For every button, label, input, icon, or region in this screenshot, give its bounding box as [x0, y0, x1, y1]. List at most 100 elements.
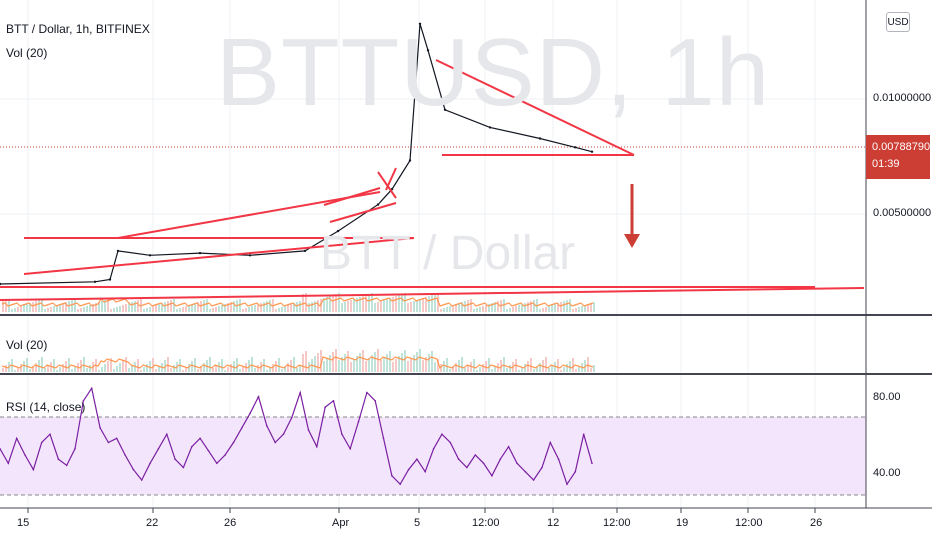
- volume-bar: [392, 297, 394, 312]
- volume-pane-legend[interactable]: Vol (20): [6, 338, 48, 352]
- volume-bar: [464, 301, 466, 312]
- volume-bar: [548, 306, 550, 312]
- volume-bar: [491, 303, 493, 312]
- volume-bar: [344, 302, 346, 312]
- volume-bar: [377, 349, 379, 372]
- volume-bar: [371, 293, 373, 312]
- volume-bar: [551, 305, 553, 312]
- volume-bar: [80, 308, 82, 312]
- volume-bar: [137, 300, 139, 312]
- volume-bar: [287, 363, 289, 372]
- rsi-point: [382, 437, 385, 440]
- volume-bar: [527, 302, 529, 312]
- volume-bar: [128, 368, 130, 372]
- volume-bar: [131, 365, 133, 372]
- rsi-point: [366, 391, 368, 394]
- volume-bar: [524, 303, 526, 312]
- rsi-point: [532, 479, 535, 481]
- volume-bar: [416, 352, 418, 372]
- wedge-lower[interactable]: [329, 202, 397, 223]
- trendline-drawings[interactable]: [0, 59, 865, 301]
- long-support-2[interactable]: [0, 287, 865, 301]
- time-axis-label: 12: [547, 517, 560, 529]
- volume-bar: [539, 363, 541, 372]
- volume-bar: [143, 367, 145, 372]
- volume-bar: [254, 305, 256, 312]
- volume-bar: [455, 304, 457, 312]
- volume-bar: [467, 365, 469, 372]
- down-arrow-head[interactable]: [624, 234, 640, 248]
- volume-bar: [524, 364, 526, 372]
- volume-bar: [206, 299, 208, 312]
- volume-bar: [560, 370, 562, 372]
- volume-bar: [503, 299, 505, 312]
- volume-bar: [386, 354, 388, 372]
- volume-bar: [281, 369, 283, 372]
- volume-bar: [476, 370, 478, 372]
- time-axis-label: 12:00: [603, 517, 631, 529]
- wedge-upper[interactable]: [323, 187, 381, 206]
- volume-bar: [218, 362, 220, 372]
- rsi-point: [224, 454, 226, 456]
- volume-bar: [170, 300, 172, 312]
- rsi-point: [307, 429, 310, 431]
- volume-bar: [356, 356, 358, 372]
- volume-bar: [284, 306, 286, 312]
- volume-bar: [209, 357, 211, 372]
- volume-bar: [134, 301, 136, 312]
- trendline-upper-channel[interactable]: [117, 191, 381, 239]
- rsi-point: [82, 400, 85, 402]
- rsi-pane-legend[interactable]: RSI (14, close): [6, 400, 86, 414]
- volume-bar: [341, 303, 343, 312]
- volume-bar: [197, 369, 199, 372]
- volume-bar: [53, 306, 55, 312]
- volume-bar: [152, 358, 154, 372]
- symbol-legend[interactable]: BTT / Dollar, 1h, BITFINEX: [6, 22, 150, 36]
- volume-bar: [389, 298, 391, 312]
- volume-bar: [20, 364, 22, 372]
- volume-bar: [461, 357, 463, 372]
- volume-bar: [362, 296, 364, 312]
- time-axis-label: Apr: [332, 517, 350, 529]
- volume-bar: [59, 304, 61, 312]
- volume-bar: [233, 361, 235, 372]
- price-point: [93, 280, 97, 283]
- main-volume-legend[interactable]: Vol (20): [6, 46, 48, 60]
- volume-bar: [182, 370, 184, 372]
- volume-bar: [494, 302, 496, 312]
- volume-bar: [203, 300, 205, 312]
- wedge-small-2[interactable]: [385, 167, 397, 191]
- rsi-point: [549, 441, 552, 444]
- volume-bar: [68, 358, 70, 372]
- volume-bar: [329, 355, 331, 372]
- rsi-point: [424, 470, 427, 473]
- volume-bar: [590, 368, 592, 372]
- volume-bar: [326, 297, 328, 312]
- volume-bar: [32, 366, 34, 372]
- rsi-point: [432, 448, 435, 450]
- volume-bar: [203, 363, 205, 372]
- wedge-small-1[interactable]: [377, 171, 397, 199]
- volume-bar: [428, 354, 430, 372]
- volume-bar: [575, 369, 577, 372]
- volume-bar: [443, 308, 445, 312]
- volume-bar: [314, 301, 316, 312]
- currency-button[interactable]: USD: [886, 12, 910, 32]
- volume-bar: [122, 360, 124, 372]
- triangle-upper[interactable]: [435, 59, 635, 156]
- volume-bar: [401, 353, 403, 372]
- price-point: [376, 203, 380, 206]
- rsi-axis-label: 80.00: [873, 391, 901, 403]
- volume-bar: [149, 361, 151, 372]
- rsi-point: [7, 462, 10, 465]
- volume-bar: [86, 306, 88, 312]
- volume-bar: [317, 300, 319, 312]
- rsi-point: [166, 433, 168, 436]
- volume-bar: [413, 301, 415, 312]
- volume-bar: [563, 367, 565, 372]
- volume-bar: [110, 309, 112, 312]
- rsi-point: [391, 475, 393, 477]
- price-axis-label: 0.00500000: [873, 207, 932, 219]
- trendline-lower-channel[interactable]: [23, 237, 415, 275]
